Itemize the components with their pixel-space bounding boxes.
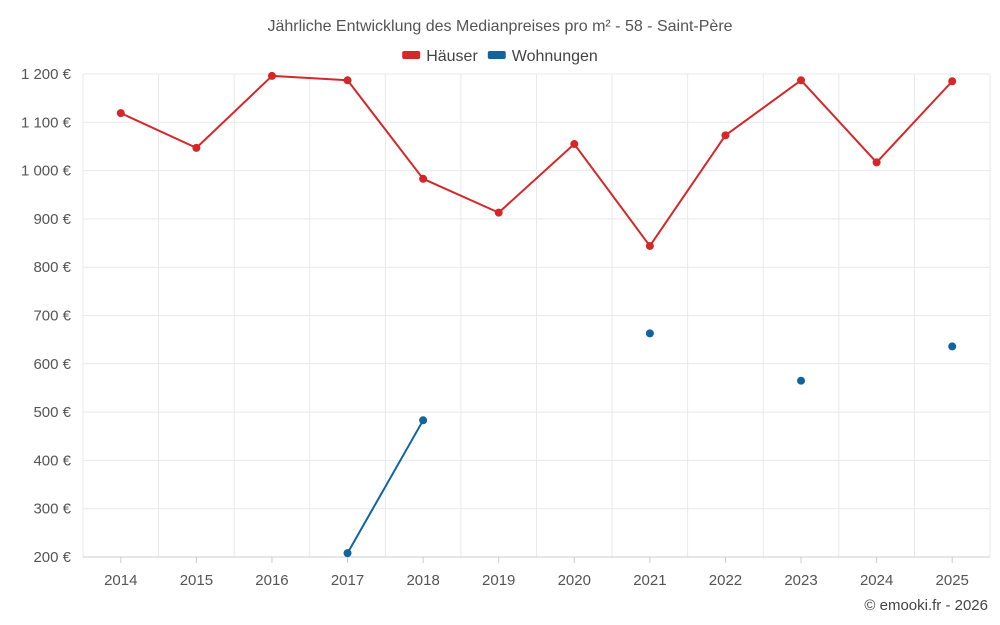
x-tick-label: 2020 bbox=[558, 572, 591, 589]
data-point bbox=[645, 241, 654, 250]
data-point bbox=[645, 329, 654, 338]
y-tick-label: 1 200 € bbox=[21, 66, 72, 83]
y-tick-label: 200 € bbox=[33, 549, 71, 566]
data-point bbox=[267, 71, 276, 80]
grid bbox=[82, 73, 991, 557]
series-line bbox=[346, 419, 424, 554]
legend-label: Häuser bbox=[426, 48, 478, 65]
series-wohnungen bbox=[343, 329, 957, 558]
legend-label: Wohnungen bbox=[512, 48, 598, 65]
x-tick-label: 2019 bbox=[482, 572, 515, 589]
y-tick-label: 1 100 € bbox=[21, 114, 72, 131]
y-tick-label: 1 000 € bbox=[21, 163, 72, 180]
x-tick-label: 2014 bbox=[104, 572, 137, 589]
x-tick-label: 2018 bbox=[406, 572, 439, 589]
legend: Häuser Wohnungen bbox=[402, 48, 598, 65]
y-tick-label: 600 € bbox=[33, 356, 71, 373]
chart-title: Jährliche Entwicklung des Medianpreises … bbox=[267, 18, 732, 35]
y-tick-label: 400 € bbox=[33, 452, 71, 469]
data-point bbox=[797, 76, 806, 85]
data-point bbox=[192, 143, 201, 152]
y-tick-label: 700 € bbox=[33, 308, 71, 325]
series-häuser bbox=[116, 71, 957, 250]
y-tick-label: 500 € bbox=[33, 404, 71, 421]
x-tick-label: 2025 bbox=[936, 572, 969, 589]
x-tick-label: 2023 bbox=[784, 572, 817, 589]
series bbox=[116, 71, 957, 558]
x-tick-label: 2024 bbox=[860, 572, 893, 589]
data-point bbox=[343, 549, 352, 558]
x-tick-label: 2016 bbox=[255, 572, 288, 589]
data-point bbox=[419, 416, 428, 425]
data-point bbox=[116, 109, 125, 118]
x-tick-label: 2017 bbox=[331, 572, 364, 589]
x-tick-label: 2021 bbox=[633, 572, 666, 589]
data-point bbox=[797, 376, 806, 385]
data-point bbox=[872, 158, 881, 167]
data-point bbox=[570, 140, 579, 149]
y-tick-label: 800 € bbox=[33, 259, 71, 276]
series-line bbox=[120, 74, 953, 247]
x-tick-label: 2022 bbox=[709, 572, 742, 589]
axes: 200 € 300 € 400 € 500 € 600 € 700 € 800 € 900 €… bbox=[21, 66, 990, 589]
x-tick-label: 2015 bbox=[180, 572, 213, 589]
legend-swatch bbox=[402, 51, 421, 59]
legend-swatch bbox=[487, 51, 506, 59]
data-point bbox=[494, 208, 503, 217]
y-tick-label: 900 € bbox=[33, 211, 71, 228]
y-tick-label: 300 € bbox=[33, 501, 71, 518]
data-point bbox=[721, 131, 730, 140]
credit-text: © emooki.fr - 2026 bbox=[864, 597, 988, 614]
data-point bbox=[948, 77, 957, 86]
data-point bbox=[343, 76, 352, 85]
data-point bbox=[948, 342, 957, 351]
data-point bbox=[419, 174, 428, 183]
